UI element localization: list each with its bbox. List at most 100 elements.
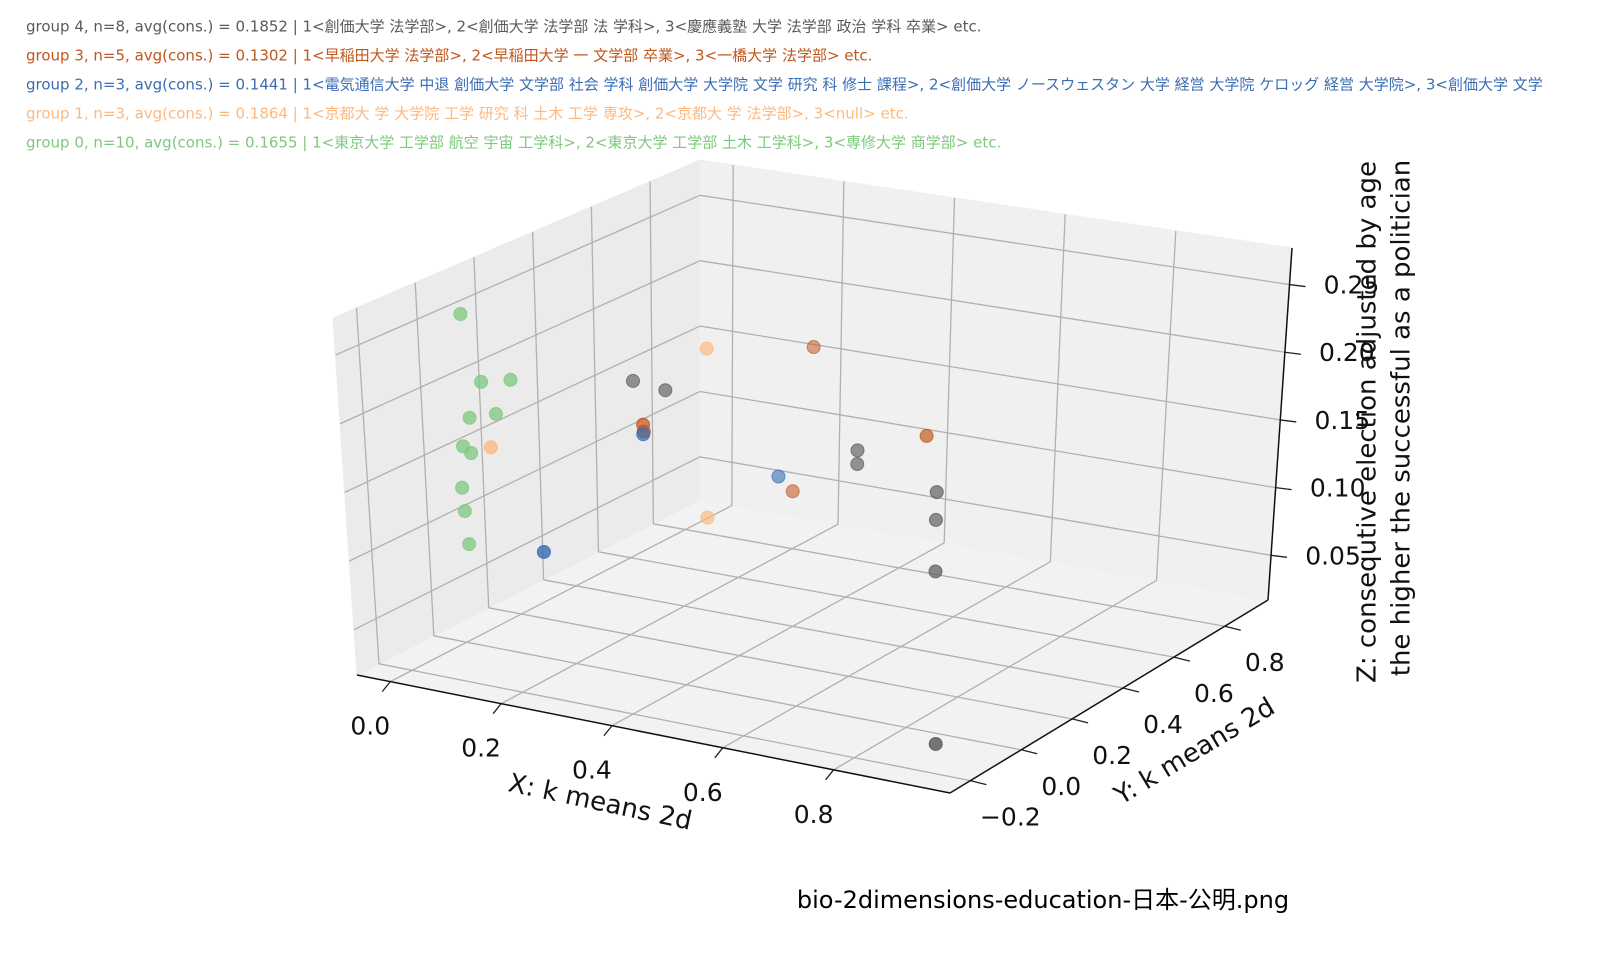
data-point [464, 445, 479, 460]
grid-line [339, 260, 701, 425]
tick-mark [603, 725, 613, 737]
y-axis-title: Y: k means 2d [1108, 692, 1280, 812]
data-point [919, 428, 934, 443]
z-tick-label: 0.05 [1305, 541, 1361, 570]
grid-line [722, 561, 1051, 749]
grid-line [473, 257, 490, 608]
tick-mark [381, 681, 391, 693]
data-point [771, 469, 786, 484]
data-point [503, 372, 518, 387]
grid-line [1155, 230, 1177, 581]
grid-line [611, 542, 945, 727]
data-point [462, 410, 477, 425]
grid-line [590, 206, 600, 552]
grid-line [731, 164, 734, 506]
data-point [700, 510, 715, 525]
y-tick-label: 0.6 [1194, 679, 1234, 708]
tick-mark [825, 769, 835, 781]
grid-line [335, 194, 701, 356]
grid-line [943, 197, 956, 544]
grid-line [531, 232, 545, 580]
tick-mark [1173, 656, 1191, 662]
data-point [462, 537, 477, 552]
data-point [928, 736, 943, 751]
grid-line [378, 663, 971, 782]
grid-line [649, 181, 655, 524]
tick-mark [1071, 718, 1089, 724]
data-point [850, 457, 865, 472]
y-tick-label: 0.2 [1092, 741, 1132, 770]
data-point [453, 307, 468, 322]
grid [335, 164, 1290, 782]
data-point [928, 564, 943, 579]
data-point [536, 544, 551, 559]
data-point [928, 512, 943, 527]
legend-entry: group 2, n=3, avg(cons.) = 0.1441 | 1<電気… [26, 76, 1543, 94]
tick-mark [1021, 749, 1038, 755]
data-point [483, 440, 498, 455]
grid-line [699, 325, 1281, 421]
tick-mark [970, 780, 987, 786]
tick-mark [1224, 625, 1241, 631]
z-tick-label: 0.10 [1310, 474, 1366, 503]
data-point [488, 406, 503, 421]
z-axis-title: the higher the successful as a politicia… [1387, 160, 1417, 676]
tick-mark [714, 747, 724, 759]
data-point [625, 373, 640, 388]
data-point [457, 504, 472, 519]
x-tick-label: 0.2 [461, 734, 501, 763]
grid-line [414, 282, 435, 636]
grid-line [699, 194, 1290, 286]
y-tick-label: 0.8 [1245, 648, 1285, 677]
points [453, 307, 944, 751]
grid-line [699, 390, 1276, 489]
grid-line [500, 523, 839, 705]
data-point [636, 427, 651, 442]
tick-mark [1122, 687, 1140, 693]
grid-line [543, 579, 1124, 689]
y-tick-label: 0.0 [1041, 772, 1081, 801]
x-axis-line [356, 674, 951, 794]
x-tick-label: 0.8 [794, 800, 834, 829]
grid-line [1049, 214, 1066, 562]
grid-line [699, 456, 1272, 556]
z-tick-label: 0.25 [1324, 271, 1380, 300]
z-axis-line [1267, 247, 1293, 601]
grid-line [353, 456, 701, 631]
z-tick-label: 0.20 [1319, 338, 1375, 367]
x-tick-label: 0.0 [350, 712, 390, 741]
grid-line [355, 307, 380, 664]
z-axis-title: Z: consequtive election adjusted by age [1353, 161, 1383, 683]
tick-mark [1275, 486, 1292, 491]
data-point [699, 341, 714, 356]
tick-mark [1284, 351, 1301, 355]
tick-mark [1270, 554, 1288, 558]
grid-line [344, 325, 701, 493]
data-point [455, 480, 470, 495]
x-tick-label: 0.4 [572, 756, 612, 785]
data-point [850, 443, 865, 458]
legend-entry: group 1, n=3, avg(cons.) = 0.1864 | 1<京都… [26, 105, 909, 123]
z-tick-label: 0.15 [1314, 406, 1370, 435]
legend-entry: group 0, n=10, avg(cons.) = 0.1655 | 1<東… [26, 134, 1001, 152]
grid-line [488, 607, 1073, 720]
tick-mark [1280, 419, 1297, 423]
axes: 0.00.20.40.60.8 −0.20.00.20.40.60.80.050.… [350, 247, 1380, 832]
data-point [785, 484, 800, 499]
caption: bio-2dimensions-education-日本-公明.png [797, 886, 1289, 914]
grid-line [598, 551, 1174, 658]
legend: group 4, n=8, avg(cons.) = 0.1852 | 1<創価… [26, 18, 1543, 152]
tick-mark [492, 703, 502, 715]
data-point [929, 485, 944, 500]
data-point [658, 383, 673, 398]
x-tick-label: 0.6 [683, 778, 723, 807]
grid-line [433, 635, 1022, 751]
y-tick-label: 0.4 [1143, 710, 1183, 739]
legend-entry: group 4, n=8, avg(cons.) = 0.1852 | 1<創価… [26, 18, 981, 36]
grid-line [389, 505, 733, 683]
legend-entry: group 3, n=5, avg(cons.) = 0.1302 | 1<早稲… [26, 47, 872, 65]
data-point [806, 340, 821, 355]
grid-line [833, 579, 1157, 771]
